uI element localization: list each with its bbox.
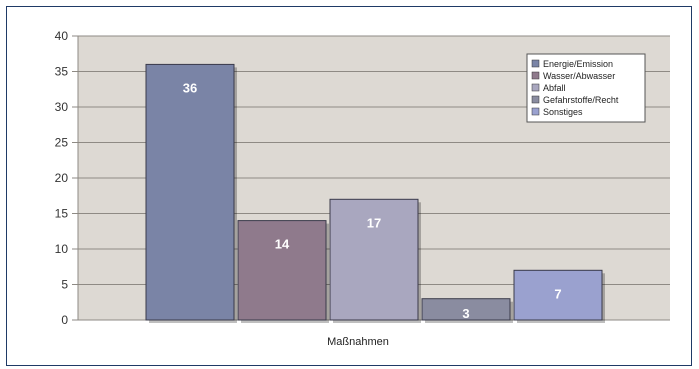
bar: [329, 198, 419, 321]
y-tick-label: 0: [61, 313, 68, 327]
y-tick-label: 20: [55, 171, 69, 185]
y-tick-label: 5: [61, 278, 68, 292]
bar-value-label: 17: [367, 215, 381, 230]
bar: [145, 63, 235, 321]
bar: [513, 269, 603, 321]
legend-label: Gefahrstoffe/Recht: [543, 95, 619, 105]
legend-label: Wasser/Abwasser: [543, 71, 615, 81]
y-tick-label: 40: [55, 29, 69, 43]
legend-swatch: [531, 83, 540, 92]
legend-swatch: [531, 107, 540, 116]
legend-label: Energie/Emission: [543, 59, 613, 69]
bar-value-label: 7: [554, 286, 561, 301]
y-tick-label: 35: [55, 65, 69, 79]
y-axis-ticks: 0 5 10 15 20 25 30 35 40: [55, 29, 69, 327]
y-tick-label: 25: [55, 136, 69, 150]
bar-value-label: 36: [183, 80, 197, 95]
y-tick-label: 10: [55, 242, 69, 256]
y-tick-label: 15: [55, 207, 69, 221]
legend-swatch: [531, 59, 540, 68]
x-axis-label: Maßnahmen: [327, 336, 389, 348]
legend-swatch: [531, 71, 540, 80]
legend: Energie/Emission Wasser/Abwasser Abfall Gef…: [526, 53, 646, 123]
bar-value-label: 14: [275, 237, 290, 252]
bar: [237, 220, 327, 321]
bar: [421, 298, 511, 321]
bar-value-label: 3: [462, 306, 469, 321]
legend-box: [526, 53, 646, 123]
bars: 36 14 17 3 7: [145, 63, 605, 324]
legend-label: Abfall: [543, 83, 566, 93]
legend-swatch: [531, 95, 540, 104]
y-tick-label: 30: [55, 100, 69, 114]
legend-label: Sonstiges: [543, 107, 583, 117]
